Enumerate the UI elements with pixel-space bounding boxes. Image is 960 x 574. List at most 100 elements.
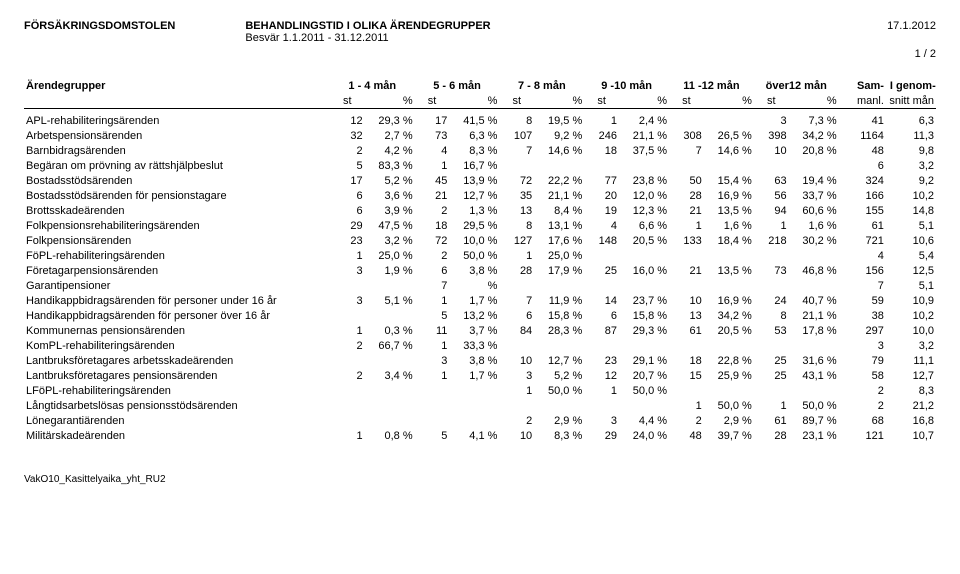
cell-count [754,249,789,264]
cell-count: 77 [584,174,619,189]
cell-count: 218 [754,234,789,249]
cell-pct: 66,7 % [365,339,415,354]
cell-count: 23 [330,234,365,249]
table-row: KomPL-rehabiliteringsärenden266,7 %133,3… [24,339,936,354]
cell-count: 28 [499,264,534,279]
cell-count: 10 [499,354,534,369]
cell-total: 1164 [839,129,886,144]
cell-count: 28 [669,189,704,204]
cell-count [669,384,704,399]
cell-count: 6 [415,264,450,279]
cell-avg: 5,4 [886,249,936,264]
cell-count: 28 [754,429,789,444]
cell-pct: 25,9 % [704,369,754,384]
cell-count: 6 [499,309,534,324]
cell-avg: 3,2 [886,159,936,174]
cell-pct: 29,1 % [619,354,669,369]
cell-count: 1 [415,294,450,309]
cell-count: 13 [499,204,534,219]
cell-pct: 16,0 % [619,264,669,279]
cell-total: 721 [839,234,886,249]
table-row: FöPL-rehabiliteringsärenden125,0 %250,0 … [24,249,936,264]
row-label: Kommunernas pensionsärenden [24,324,330,339]
cell-count: 308 [669,129,704,144]
cell-pct: 8,4 % [534,204,584,219]
row-label: Militärskadeärenden [24,429,330,444]
cell-pct: 23,1 % [789,429,839,444]
cell-pct: 40,7 % [789,294,839,309]
row-label: Långtidsarbetslösas pensionsstödsärenden [24,399,330,414]
cell-pct: 3,7 % [449,324,499,339]
cell-total: 38 [839,309,886,324]
cell-count [415,384,450,399]
table-row: APL-rehabiliteringsärenden1229,3 %1741,5… [24,109,936,129]
cell-count: 50 [669,174,704,189]
report-subtitle: Besvär 1.1.2011 - 31.12.2011 [245,32,490,44]
cell-pct [365,384,415,399]
cell-pct: 33,3 % [449,339,499,354]
cell-count [330,384,365,399]
cell-count: 2 [415,249,450,264]
cell-count: 3 [330,264,365,279]
cell-pct [704,249,754,264]
cell-avg: 8,3 [886,384,936,399]
cell-pct: 15,8 % [619,309,669,324]
cell-pct: 10,0 % [449,234,499,249]
col-group: Ärendegrupper [24,78,330,93]
cell-count: 3 [499,369,534,384]
cell-pct: % [449,279,499,294]
cell-count: 5 [330,159,365,174]
cell-avg: 10,9 [886,294,936,309]
cell-pct [704,384,754,399]
cell-count: 8 [754,309,789,324]
row-label: Garantipensioner [24,279,330,294]
row-label: Företagarpensionsärenden [24,264,330,279]
cell-avg: 16,8 [886,414,936,429]
row-label: Arbetspensionsärenden [24,129,330,144]
cell-pct: 3,8 % [449,264,499,279]
cell-pct: 3,6 % [365,189,415,204]
cell-count [669,109,704,129]
cell-pct: 1,3 % [449,204,499,219]
cell-pct: 28,3 % [534,324,584,339]
cell-pct: 21,1 % [534,189,584,204]
cell-count: 1 [584,109,619,129]
cell-count: 3 [330,294,365,309]
cell-avg: 21,2 [886,399,936,414]
cell-count: 2 [669,414,704,429]
col-sam: Sam- [839,78,886,93]
cell-avg: 11,1 [886,354,936,369]
cell-count [330,399,365,414]
cell-pct: 12,3 % [619,204,669,219]
cell-pct: 29,3 % [365,109,415,129]
row-label: Lantbruksföretagares pensionsärenden [24,369,330,384]
cell-count: 8 [499,109,534,129]
cell-pct [789,249,839,264]
cell-count: 94 [754,204,789,219]
row-label: KomPL-rehabiliteringsärenden [24,339,330,354]
row-label: Handikappbidragsärenden för personer und… [24,294,330,309]
cell-pct [365,399,415,414]
cell-avg: 10,2 [886,309,936,324]
cell-pct [534,339,584,354]
cell-pct: 33,7 % [789,189,839,204]
cell-count: 6 [330,204,365,219]
cell-pct: 2,9 % [704,414,754,429]
cell-total: 61 [839,219,886,234]
cell-count: 19 [584,204,619,219]
cell-pct: 12,7 % [449,189,499,204]
cell-count: 14 [584,294,619,309]
table-row: Barnbidragsärenden24,2 %48,3 %714,6 %183… [24,144,936,159]
cell-pct: 2,9 % [534,414,584,429]
cell-count [499,279,534,294]
cell-count: 133 [669,234,704,249]
cell-count: 18 [415,219,450,234]
row-label: Barnbidragsärenden [24,144,330,159]
cell-count: 10 [669,294,704,309]
cell-pct [704,109,754,129]
cell-avg: 12,7 [886,369,936,384]
cell-pct: 50,0 % [704,399,754,414]
cell-pct [365,354,415,369]
cell-count: 7 [499,294,534,309]
cell-pct: 16,9 % [704,294,754,309]
